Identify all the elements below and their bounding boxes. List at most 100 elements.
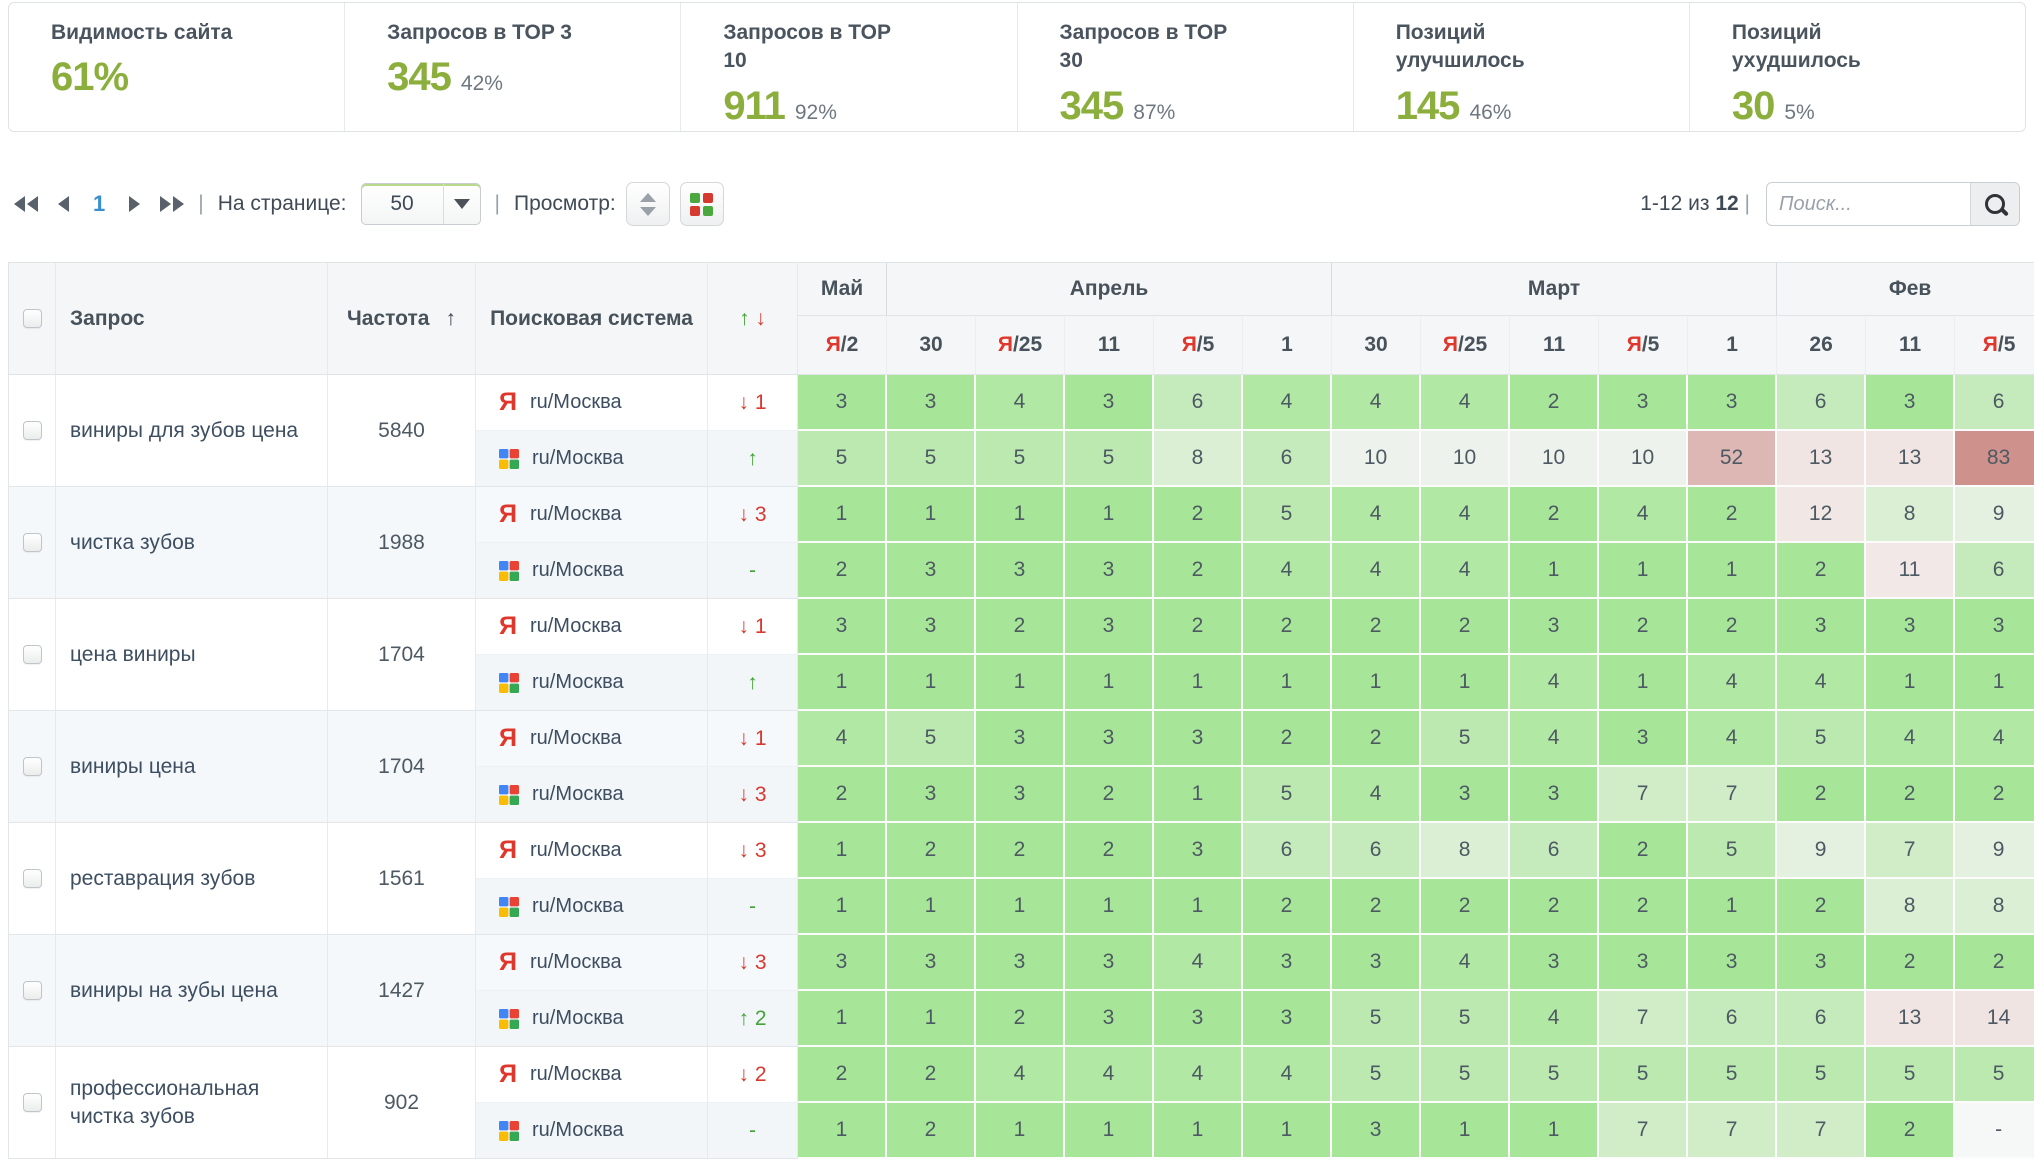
date-header[interactable]: 11 xyxy=(1866,316,1956,375)
date-header[interactable]: Я/5 xyxy=(1154,316,1243,375)
position-cell: 3 xyxy=(1243,991,1333,1047)
position-cell: 1 xyxy=(1065,487,1154,543)
position-cell: 2 xyxy=(1332,599,1422,655)
date-header[interactable]: Я/5 xyxy=(1599,316,1689,375)
prev-page-button[interactable] xyxy=(58,196,69,212)
query-cell[interactable]: виниры цена xyxy=(56,711,328,823)
search-input[interactable] xyxy=(1767,183,1970,225)
position-cell: 3 xyxy=(798,375,887,431)
change-column-header[interactable]: ↑ ↓ xyxy=(708,262,798,375)
row-checkbox[interactable] xyxy=(22,421,42,440)
row-checkbox-cell xyxy=(8,711,56,823)
position-cell: 8 xyxy=(1421,823,1511,879)
change-cell: - xyxy=(708,543,798,599)
region-label: ru/Москва xyxy=(529,839,622,861)
position-cell: 4 xyxy=(976,1047,1065,1103)
region-label: ru/Москва xyxy=(529,615,622,637)
position-cell: 5 xyxy=(1421,711,1511,767)
row-checkbox[interactable] xyxy=(22,757,42,776)
position-cell: 83 xyxy=(1955,431,2034,487)
page-number[interactable]: 1 xyxy=(93,191,106,216)
query-cell[interactable]: чистка зубов xyxy=(56,487,328,599)
position-cell: 1 xyxy=(976,879,1065,935)
date-header[interactable]: 1 xyxy=(1688,316,1778,375)
month-header: Март xyxy=(1332,262,1778,316)
position-cell: 1 xyxy=(976,487,1065,543)
region-label: ru/Москва xyxy=(532,895,624,917)
region-label: ru/Москва xyxy=(529,391,622,413)
yandex-letter-icon: Я xyxy=(1626,333,1642,356)
row-checkbox[interactable] xyxy=(22,645,42,664)
stat-label: Запросов в TOP 10 xyxy=(723,21,891,73)
divider: | xyxy=(198,192,204,215)
color-view-button[interactable] xyxy=(679,182,724,226)
stat-top10: Запросов в TOP 10 911 92% xyxy=(681,3,1018,131)
per-page-select[interactable]: 50 xyxy=(360,183,481,225)
frequency-column-header[interactable]: Частота ↑ xyxy=(328,262,476,375)
date-header[interactable]: 11 xyxy=(1510,316,1600,375)
date-header[interactable]: 1 xyxy=(1243,316,1333,375)
last-page-button[interactable] xyxy=(160,196,185,212)
position-cell: 3 xyxy=(1154,991,1243,1047)
select-all-checkbox[interactable] xyxy=(22,309,42,328)
stats-strip: Видимость сайта 61% Запросов в TOP 3 345… xyxy=(8,2,2026,132)
position-cell: 6 xyxy=(1955,375,2034,431)
color-grid-icon xyxy=(690,192,714,216)
position-cell: 6 xyxy=(1777,991,1867,1047)
region-label: ru/Москва xyxy=(532,671,624,693)
position-cell: 5 xyxy=(1777,1047,1867,1103)
position-cell: 4 xyxy=(1243,1047,1333,1103)
down-arrow-icon: ↓ 3 xyxy=(738,950,767,974)
position-cell: 3 xyxy=(1065,375,1154,431)
query-cell[interactable]: цена виниры xyxy=(56,599,328,711)
query-cell[interactable]: виниры на зубы цена xyxy=(56,935,328,1047)
date-header[interactable]: 30 xyxy=(1332,316,1422,375)
row-checkbox[interactable] xyxy=(22,981,42,1000)
next-page-button[interactable] xyxy=(129,196,141,212)
position-cell: 2 xyxy=(1065,767,1154,823)
change-cell: ↓ 3 xyxy=(708,823,798,879)
pagination: 1 xyxy=(14,191,185,217)
position-cell: 3 xyxy=(1510,935,1600,991)
change-cell: ↓ 3 xyxy=(708,767,798,823)
query-cell[interactable]: виниры для зубов цена xyxy=(56,375,328,487)
position-cell: 1 xyxy=(1599,543,1689,599)
google-icon xyxy=(499,896,519,917)
expand-rows-button[interactable] xyxy=(625,182,670,226)
row-checkbox[interactable] xyxy=(22,533,42,552)
position-cell: 2 xyxy=(1777,879,1867,935)
yandex-letter-icon: Я xyxy=(825,333,841,356)
date-header[interactable]: Я/25 xyxy=(1421,316,1511,375)
yandex-icon: Я xyxy=(499,1060,517,1088)
position-cell: 4 xyxy=(1866,711,1956,767)
date-header[interactable]: 11 xyxy=(1065,316,1154,375)
position-cell: 5 xyxy=(1421,991,1511,1047)
down-arrow-icon: ↓ 3 xyxy=(738,838,767,862)
date-header[interactable]: Я/2 xyxy=(798,316,887,375)
query-column-header[interactable]: Запрос xyxy=(56,262,328,375)
position-cell: 10 xyxy=(1332,431,1422,487)
row-checkbox[interactable] xyxy=(22,1093,42,1112)
query-cell[interactable]: профессиональная чистка зубов xyxy=(56,1047,328,1159)
row-checkbox[interactable] xyxy=(22,869,42,888)
position-cell: 5 xyxy=(1599,1047,1689,1103)
position-cell: 2 xyxy=(887,823,976,879)
toolbar: 1 | На странице: 50 | Просмотр: 1-12 из … xyxy=(14,182,2020,226)
position-cell: 5 xyxy=(887,431,976,487)
date-header[interactable]: Я/5 xyxy=(1955,316,2034,375)
search-button[interactable] xyxy=(1970,183,2019,225)
position-cell: 2 xyxy=(1510,487,1600,543)
date-header[interactable]: 30 xyxy=(887,316,976,375)
change-cell: - xyxy=(708,879,798,935)
date-header[interactable]: Я/25 xyxy=(976,316,1065,375)
per-page-label: На странице: xyxy=(217,192,347,215)
position-cell: 5 xyxy=(1332,1047,1422,1103)
query-cell[interactable]: реставрация зубов xyxy=(56,823,328,935)
first-page-button[interactable] xyxy=(14,196,38,212)
down-arrow-icon: ↓ 1 xyxy=(738,726,767,750)
date-header[interactable]: 26 xyxy=(1777,316,1867,375)
position-cell: 4 xyxy=(1688,655,1778,711)
position-cell: 3 xyxy=(1777,935,1867,991)
